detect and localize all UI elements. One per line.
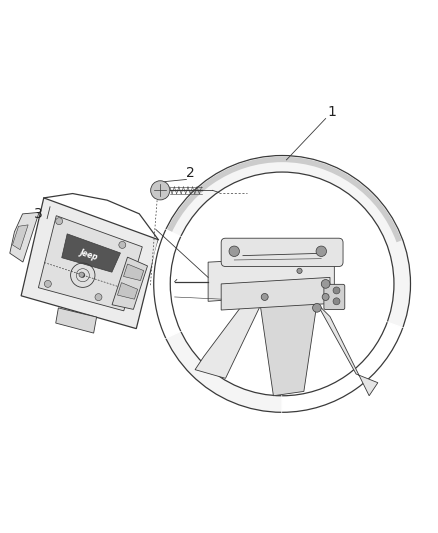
Wedge shape — [152, 229, 183, 339]
Polygon shape — [317, 303, 378, 396]
Circle shape — [44, 280, 51, 287]
Circle shape — [313, 303, 321, 312]
Polygon shape — [39, 216, 142, 311]
Polygon shape — [112, 257, 148, 309]
Polygon shape — [12, 225, 28, 249]
Circle shape — [322, 294, 329, 301]
Circle shape — [56, 217, 63, 224]
Circle shape — [151, 181, 170, 200]
Circle shape — [79, 272, 84, 277]
Polygon shape — [195, 293, 260, 378]
Text: 3: 3 — [34, 207, 43, 221]
Polygon shape — [260, 303, 317, 396]
Circle shape — [261, 294, 268, 301]
Polygon shape — [208, 256, 334, 301]
Polygon shape — [10, 212, 39, 262]
Circle shape — [229, 246, 240, 256]
Circle shape — [316, 246, 326, 256]
Polygon shape — [56, 308, 96, 333]
FancyBboxPatch shape — [221, 238, 343, 266]
FancyBboxPatch shape — [324, 284, 345, 310]
Circle shape — [333, 298, 340, 305]
Polygon shape — [117, 282, 138, 299]
Polygon shape — [21, 198, 158, 329]
Circle shape — [321, 279, 330, 288]
Wedge shape — [282, 321, 405, 415]
Circle shape — [170, 172, 394, 396]
Text: 2: 2 — [186, 166, 195, 180]
Polygon shape — [124, 264, 144, 280]
Circle shape — [95, 294, 102, 301]
Circle shape — [81, 273, 85, 277]
Polygon shape — [62, 234, 120, 272]
Circle shape — [154, 156, 410, 413]
Circle shape — [119, 241, 126, 248]
Circle shape — [297, 268, 302, 273]
Polygon shape — [221, 277, 330, 310]
Text: Jeep: Jeep — [78, 248, 99, 262]
Circle shape — [333, 287, 340, 294]
Text: 1: 1 — [328, 105, 336, 119]
